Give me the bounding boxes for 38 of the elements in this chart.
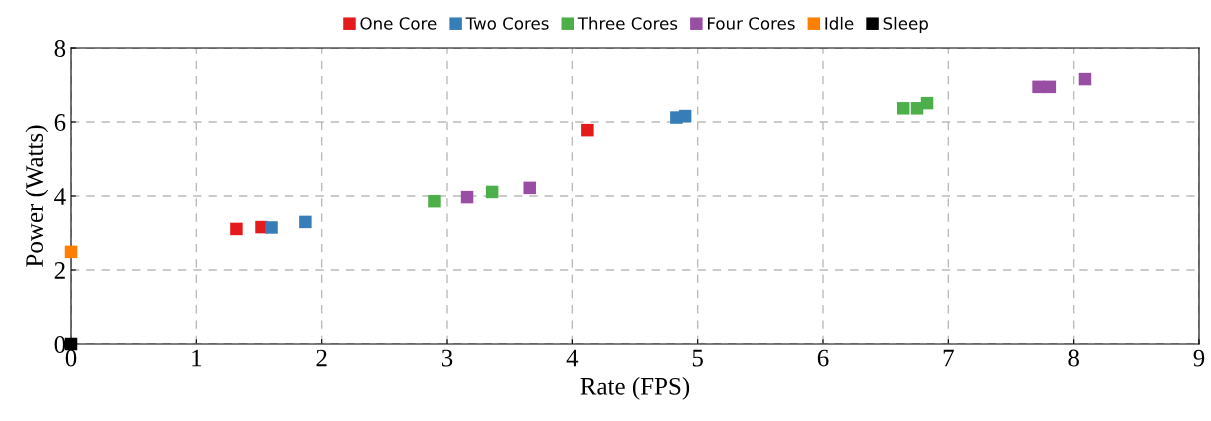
legend-label: Four Cores [708, 17, 795, 30]
point [1032, 80, 1045, 94]
x-tick-label: 3 [441, 349, 453, 367]
point [920, 96, 934, 110]
point [910, 102, 924, 115]
x-tick-label: 5 [692, 349, 703, 367]
point [460, 190, 474, 204]
y-tick-label: 4 [54, 188, 66, 205]
x-axis-title: Rate (FPS) [580, 377, 690, 400]
point [485, 185, 499, 199]
legend-label: Sleep [883, 16, 928, 33]
point [678, 109, 692, 123]
x-tick-label: 9 [1193, 349, 1205, 367]
x-tick-label: 8 [1068, 349, 1079, 367]
point [230, 222, 243, 236]
point [299, 215, 312, 229]
y-tick-label: 6 [54, 114, 66, 131]
legend-label: Idle [825, 16, 854, 30]
x-tick-label: 0 [65, 349, 77, 367]
x-tick-label: 2 [316, 349, 327, 367]
point [1078, 72, 1092, 86]
point [896, 102, 910, 115]
point [265, 221, 278, 234]
x-tick-label: 4 [566, 349, 579, 367]
legend-label: One Core [360, 17, 437, 30]
y-tick-label: 8 [54, 40, 66, 57]
point [523, 181, 536, 195]
y-tick-label: 2 [54, 262, 65, 279]
point [64, 245, 78, 259]
x-tick-label: 7 [943, 349, 954, 367]
y-axis-title: Power (Watts) [25, 125, 49, 267]
point [581, 123, 594, 137]
x-tick-label: 1 [192, 349, 202, 367]
x-tick-label: 6 [817, 349, 829, 367]
legend-label: Two Cores [465, 17, 549, 30]
point [1043, 80, 1057, 94]
point [428, 194, 441, 208]
legend-label: Three Cores [577, 16, 678, 30]
